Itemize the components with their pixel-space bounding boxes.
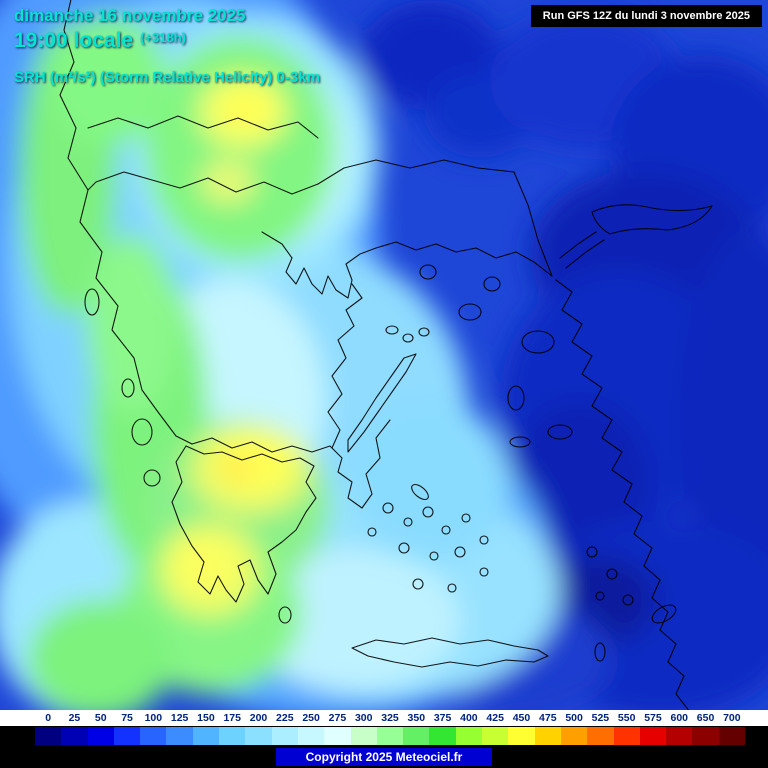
colorbar-label: 525 bbox=[591, 712, 610, 724]
colorbar-cell bbox=[560, 727, 588, 745]
colorbar-label: 50 bbox=[94, 712, 107, 724]
colorbar-label: 75 bbox=[121, 712, 133, 724]
map-header: dimanche 16 novembre 2025 19:00 locale (+… bbox=[14, 6, 320, 86]
coastlines bbox=[59, 0, 713, 710]
colorbar-label: 700 bbox=[723, 712, 741, 724]
colorbar-cell bbox=[219, 727, 246, 745]
colorbar-label: 400 bbox=[460, 712, 478, 724]
weather-map: dimanche 16 novembre 2025 19:00 locale (+… bbox=[0, 0, 768, 710]
colorbar-cell bbox=[666, 727, 693, 745]
colorbar-cell bbox=[429, 727, 456, 745]
colorbar-cell bbox=[639, 727, 667, 745]
colorbar-label: 350 bbox=[407, 712, 426, 724]
colorbar-cell bbox=[166, 727, 193, 745]
colorbar-label: 600 bbox=[670, 712, 689, 724]
colorbar-cell bbox=[613, 727, 640, 745]
colorbar-cell bbox=[376, 727, 404, 745]
colorbar-cell bbox=[35, 727, 62, 745]
colorbar-cell bbox=[140, 727, 167, 745]
colorbar-label: 475 bbox=[539, 712, 557, 724]
colorbar-cell bbox=[455, 727, 483, 745]
colorbar-label: 175 bbox=[223, 712, 241, 724]
footer-bar: Copyright 2025 Meteociel.fr bbox=[0, 746, 768, 768]
colorbar-cell bbox=[324, 727, 351, 745]
colorbar-label: 0 bbox=[45, 712, 52, 724]
colorbar-cell bbox=[113, 727, 141, 745]
colorbar-label: 500 bbox=[565, 712, 583, 724]
colorbar-cell bbox=[718, 727, 746, 745]
colorbar-label: 150 bbox=[197, 712, 215, 724]
colorbar-cell bbox=[508, 727, 535, 745]
srh-field-map bbox=[0, 0, 768, 710]
colorbar-cell bbox=[192, 727, 220, 745]
time-label: 19:00 locale (+318h) bbox=[14, 28, 186, 52]
colorbar-label: 425 bbox=[486, 712, 504, 724]
colorbar-label: 275 bbox=[328, 712, 347, 724]
forecast-offset-label: (+318h) bbox=[140, 29, 186, 45]
colorbar-cell bbox=[87, 727, 114, 745]
colorbar-label: 375 bbox=[433, 712, 452, 724]
colorbar-label: 650 bbox=[696, 712, 715, 724]
colorbar-label: 450 bbox=[512, 712, 531, 724]
colorbar-cell bbox=[271, 727, 298, 745]
colorbar-label: 575 bbox=[644, 712, 662, 724]
colorbar-label: 125 bbox=[170, 712, 189, 724]
run-info-box: Run GFS 12Z du lundi 3 novembre 2025 bbox=[530, 5, 762, 27]
colorbar-cell bbox=[403, 727, 430, 745]
colorbar-cell bbox=[692, 727, 719, 745]
colorbar-cell bbox=[245, 727, 272, 745]
colorbar-label: 550 bbox=[617, 712, 636, 724]
colorbar-label: 250 bbox=[302, 712, 320, 724]
copyright-label: Copyright 2025 Meteociel.fr bbox=[275, 748, 493, 766]
colorbar-label: 200 bbox=[249, 712, 268, 724]
colorbar-label: 25 bbox=[68, 712, 81, 724]
colorbar-cell bbox=[297, 727, 325, 745]
colorbar-label: 300 bbox=[354, 712, 373, 724]
colorbar-label: 325 bbox=[381, 712, 399, 724]
date-label: dimanche 16 novembre 2025 bbox=[14, 6, 246, 25]
colorbar-label: 100 bbox=[144, 712, 163, 724]
colorbar-cell bbox=[482, 727, 509, 745]
parameter-label: SRH (m²/s²) (Storm Relative Helicity) 0-… bbox=[14, 68, 320, 86]
colorbar-cell bbox=[587, 727, 614, 745]
colorbar-swatches bbox=[0, 726, 768, 746]
colorbar-cell bbox=[61, 727, 88, 745]
colorbar-cell bbox=[534, 727, 561, 745]
colorbar-label: 225 bbox=[276, 712, 294, 724]
colorbar-labels: 0 25 50 75 100 125 150 175 200 225 250 275 300 325 350… bbox=[0, 710, 768, 726]
colorbar-cell bbox=[350, 727, 377, 745]
